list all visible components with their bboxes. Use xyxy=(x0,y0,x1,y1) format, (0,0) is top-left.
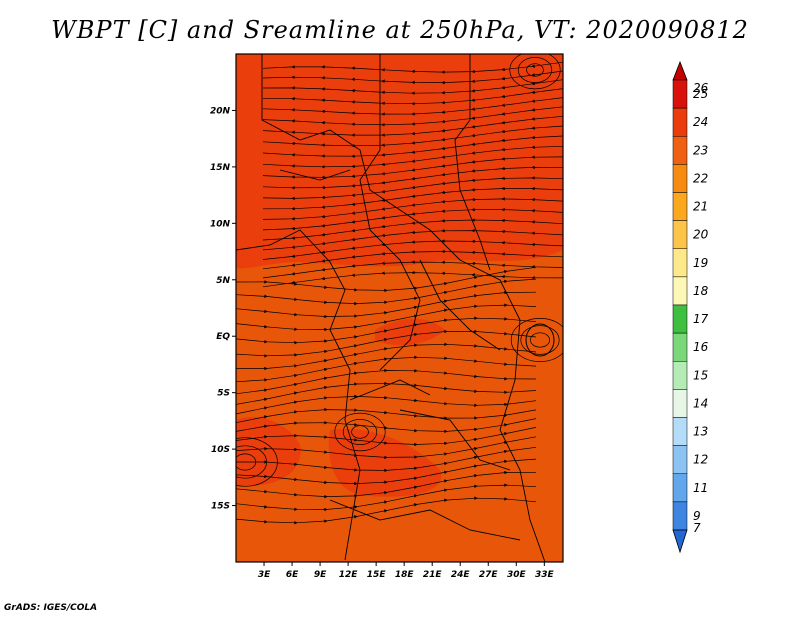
colorbar-label: 23 xyxy=(693,143,708,157)
x-tick-label: 15E xyxy=(367,570,387,580)
streamline xyxy=(236,407,537,424)
x-axis: 3E 6E 9E 12E 15E 18E 21E 24E 27E 30E 33E xyxy=(258,562,555,580)
plot-frame xyxy=(235,53,564,563)
vortex-streamline xyxy=(530,332,550,348)
country-border xyxy=(454,54,491,271)
y-tick-label: EQ xyxy=(216,332,230,342)
country-border xyxy=(279,169,351,181)
colorbar-label: 21 xyxy=(693,200,708,214)
country-border xyxy=(359,54,421,371)
y-axis: 20N 15N 10N 5N EQ 5S 10S 15S xyxy=(210,106,236,512)
colorbar-swatch xyxy=(672,417,688,446)
vortex-streamline xyxy=(510,318,563,362)
colorbar-label: 16 xyxy=(693,340,709,354)
colorbar-swatch xyxy=(672,304,688,334)
vortex-streamline xyxy=(236,445,267,479)
country-border xyxy=(261,54,546,562)
x-tick-label: 30E xyxy=(507,570,527,580)
colorbar-label: 11 xyxy=(693,481,708,495)
country-border xyxy=(236,229,361,561)
colorbar-label: 20 xyxy=(693,228,709,242)
colorbar-label: 14 xyxy=(693,396,708,410)
colorbar-swatch xyxy=(672,501,688,531)
x-tick-label: 33E xyxy=(535,570,555,580)
colorbar-label: 22 xyxy=(693,171,708,185)
colorbar-label: 15 xyxy=(693,368,708,382)
colorbar-swatch xyxy=(672,136,688,165)
colorbar-label: 17 xyxy=(693,312,709,326)
colorbar-label: 13 xyxy=(693,425,708,439)
vortex-streamline xyxy=(509,54,561,90)
colorbar-label: 19 xyxy=(693,256,708,270)
y-tick-label: 10N xyxy=(210,219,231,229)
colorbar-label: 12 xyxy=(693,453,708,467)
y-tick-label: 20N xyxy=(210,106,231,116)
y-tick-label: 5S xyxy=(217,389,230,399)
y-tick-label: 5N xyxy=(216,276,230,286)
country-border xyxy=(399,409,511,471)
colorbar-label: 24 xyxy=(693,115,708,129)
lake-victoria xyxy=(525,323,555,357)
country-border xyxy=(349,379,431,401)
x-tick-label: 21E xyxy=(423,570,443,580)
x-tick-label: 12E xyxy=(339,570,359,580)
x-tick-label: 24E xyxy=(451,570,471,580)
y-tick-label: 10S xyxy=(211,445,230,455)
vortex-streamline xyxy=(351,425,369,439)
colorbar-swatch xyxy=(672,276,688,306)
colorbar-swatch xyxy=(672,473,688,503)
country-border xyxy=(419,259,501,351)
colorbar-swatch xyxy=(672,332,688,362)
x-tick-label: 27E xyxy=(479,570,499,580)
country-borders xyxy=(236,54,555,562)
vortex-streamline xyxy=(520,325,560,355)
colorbar-swatch xyxy=(672,107,688,137)
colorbar-label: 25 xyxy=(693,87,708,101)
vortex-streamline xyxy=(517,57,553,83)
plot-area xyxy=(236,54,563,562)
colorbar-label: 9 xyxy=(693,509,701,523)
colorbar-bottom-arrow xyxy=(672,529,688,554)
colorbar-swatch xyxy=(672,192,688,221)
colorbar-top-arrow xyxy=(672,60,688,81)
colorbar-label: 18 xyxy=(693,284,709,298)
y-tick-label: 15S xyxy=(211,502,230,512)
vortex-streamline xyxy=(236,437,278,487)
colorbar-swatch xyxy=(672,445,688,474)
x-tick-label: 18E xyxy=(395,570,415,580)
colorbar-swatch xyxy=(672,220,688,249)
x-tick-label: 6E xyxy=(286,570,299,580)
streamline xyxy=(262,61,563,74)
y-tick-label: 15N xyxy=(210,163,231,173)
vortex-streamline xyxy=(236,453,257,471)
x-tick-label: 9E xyxy=(314,570,327,580)
map-title: WBPT [C] and Sreamline at 250hPa, VT: 20… xyxy=(51,16,749,44)
colorbar-label: 7 xyxy=(693,521,701,535)
vortex-streamline xyxy=(526,63,544,77)
colorbar-swatch xyxy=(672,389,688,418)
streamline xyxy=(236,394,537,415)
streamline xyxy=(236,418,537,434)
x-tick-label: 3E xyxy=(258,570,271,580)
vortex-streamline xyxy=(342,419,378,445)
streamline xyxy=(236,496,537,525)
colorbar-swatch xyxy=(672,79,688,109)
country-border xyxy=(329,499,521,541)
colorbar-swatch xyxy=(672,248,688,278)
colorbar-label: 26 xyxy=(693,81,709,95)
vortex-streamline xyxy=(334,412,386,452)
credit-text: GrADS: IGES/COLA xyxy=(4,603,98,613)
streamlines xyxy=(236,54,563,525)
colorbar-swatch xyxy=(672,164,688,193)
colorbar-swatch xyxy=(672,361,688,390)
